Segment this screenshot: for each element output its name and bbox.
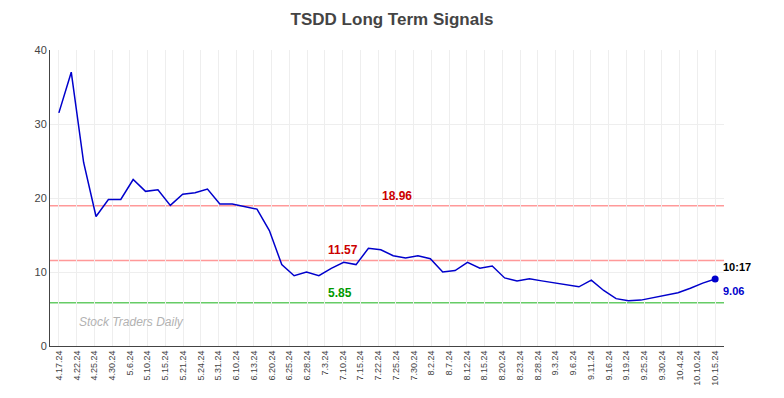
svg-text:9.16.24: 9.16.24 bbox=[604, 351, 614, 381]
svg-text:5.6.24: 5.6.24 bbox=[125, 351, 135, 376]
svg-text:4.17.24: 4.17.24 bbox=[54, 351, 64, 381]
svg-text:8.15.24: 8.15.24 bbox=[479, 351, 489, 381]
svg-text:9.25.24: 9.25.24 bbox=[639, 351, 649, 381]
svg-text:6.10.24: 6.10.24 bbox=[231, 351, 241, 381]
svg-text:6.25.24: 6.25.24 bbox=[284, 351, 294, 381]
svg-text:5.15.24: 5.15.24 bbox=[160, 351, 170, 381]
svg-text:10.15.24: 10.15.24 bbox=[710, 351, 720, 386]
svg-text:6.28.24: 6.28.24 bbox=[302, 351, 312, 381]
svg-text:0: 0 bbox=[41, 340, 47, 352]
svg-text:20: 20 bbox=[35, 192, 47, 204]
svg-text:8.7.24: 8.7.24 bbox=[444, 351, 454, 376]
svg-text:4.25.24: 4.25.24 bbox=[89, 351, 99, 381]
svg-text:10:17: 10:17 bbox=[723, 261, 751, 273]
svg-text:4.30.24: 4.30.24 bbox=[107, 351, 117, 381]
svg-text:5.24.24: 5.24.24 bbox=[196, 351, 206, 381]
svg-text:10.10.24: 10.10.24 bbox=[692, 351, 702, 386]
svg-text:6.20.24: 6.20.24 bbox=[267, 351, 277, 381]
svg-text:8.12.24: 8.12.24 bbox=[462, 351, 472, 381]
svg-text:30: 30 bbox=[35, 118, 47, 130]
svg-text:TSDD Long Term Signals: TSDD Long Term Signals bbox=[291, 10, 494, 29]
svg-text:5.10.24: 5.10.24 bbox=[142, 351, 152, 381]
svg-text:9.06: 9.06 bbox=[723, 285, 744, 297]
svg-text:10: 10 bbox=[35, 266, 47, 278]
svg-text:4.22.24: 4.22.24 bbox=[72, 351, 82, 381]
svg-text:Stock Traders Daily: Stock Traders Daily bbox=[79, 315, 184, 329]
svg-text:5.31.24: 5.31.24 bbox=[213, 351, 223, 381]
svg-text:8.23.24: 8.23.24 bbox=[515, 351, 525, 381]
svg-text:7.3.24: 7.3.24 bbox=[320, 351, 330, 376]
svg-text:9.3.24: 9.3.24 bbox=[550, 351, 560, 376]
svg-text:9.11.24: 9.11.24 bbox=[586, 351, 596, 380]
svg-text:18.96: 18.96 bbox=[382, 189, 412, 203]
svg-text:7.22.24: 7.22.24 bbox=[373, 351, 383, 381]
svg-text:7.15.24: 7.15.24 bbox=[355, 351, 365, 381]
svg-text:7.25.24: 7.25.24 bbox=[391, 351, 401, 381]
svg-text:10.4.24: 10.4.24 bbox=[675, 351, 685, 381]
svg-text:5.21.24: 5.21.24 bbox=[178, 351, 188, 381]
svg-text:8.20.24: 8.20.24 bbox=[497, 351, 507, 381]
svg-text:5.85: 5.85 bbox=[328, 286, 352, 300]
svg-text:9.30.24: 9.30.24 bbox=[657, 351, 667, 381]
svg-text:11.57: 11.57 bbox=[328, 243, 358, 257]
svg-text:7.30.24: 7.30.24 bbox=[409, 351, 419, 381]
svg-text:40: 40 bbox=[35, 44, 47, 56]
svg-text:7.10.24: 7.10.24 bbox=[338, 351, 348, 381]
svg-text:8.28.24: 8.28.24 bbox=[533, 351, 543, 381]
svg-text:6.13.24: 6.13.24 bbox=[249, 351, 259, 381]
svg-text:8.2.24: 8.2.24 bbox=[426, 351, 436, 376]
svg-text:9.19.24: 9.19.24 bbox=[621, 351, 631, 381]
svg-text:9.6.24: 9.6.24 bbox=[568, 351, 578, 376]
